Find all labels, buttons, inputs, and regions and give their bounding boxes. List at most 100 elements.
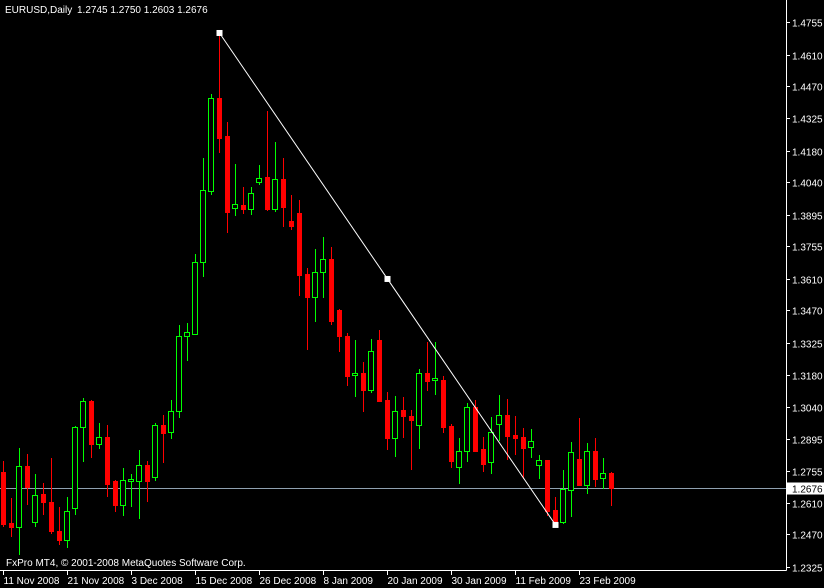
candle xyxy=(168,400,174,439)
time-tick-label: 21 Nov 2008 xyxy=(68,576,125,587)
candle xyxy=(392,396,398,457)
candle xyxy=(57,507,62,545)
candle-body xyxy=(105,437,110,485)
candle xyxy=(72,426,78,515)
candle xyxy=(305,268,310,350)
candle xyxy=(136,450,142,519)
candle xyxy=(449,424,454,468)
price-tick-label: 1.4325 xyxy=(792,115,823,126)
time-tick-label: 11 Nov 2008 xyxy=(4,576,60,587)
candle xyxy=(488,417,494,474)
candle-body xyxy=(536,460,542,466)
candle-body xyxy=(553,510,558,523)
candle-body xyxy=(208,98,214,192)
candle-body xyxy=(1,472,6,525)
candle xyxy=(329,247,334,325)
candle-body xyxy=(345,336,350,377)
candle xyxy=(25,454,30,505)
candle xyxy=(441,376,446,433)
candle xyxy=(297,200,302,296)
price-tick-label: 1.4755 xyxy=(792,19,823,30)
candle xyxy=(32,474,38,527)
price-tick-label: 1.2470 xyxy=(792,531,823,542)
candle-body xyxy=(409,416,414,421)
candle-body xyxy=(320,259,326,273)
candle xyxy=(217,33,222,153)
candle-body xyxy=(192,262,198,335)
candle-body xyxy=(297,213,302,276)
time-tick-label: 30 Jan 2009 xyxy=(452,576,507,587)
candle xyxy=(416,369,422,449)
candle-body xyxy=(64,511,70,541)
candle-body xyxy=(289,221,294,227)
candle xyxy=(9,498,14,537)
candle-body xyxy=(113,481,118,506)
time-tick-label: 23 Feb 2009 xyxy=(580,576,637,587)
trendline-end-handle xyxy=(552,521,559,528)
time-tick-label: 20 Jan 2009 xyxy=(388,576,443,587)
candle-body xyxy=(600,473,606,479)
trendline-end-handle xyxy=(216,29,223,36)
candle-body xyxy=(392,411,398,439)
candle-body xyxy=(120,480,126,506)
candle xyxy=(496,395,502,441)
candle-body xyxy=(32,495,38,523)
candle-body xyxy=(352,373,358,376)
candle-body xyxy=(136,465,142,482)
candle xyxy=(432,342,438,395)
candle xyxy=(481,437,486,472)
candle-body xyxy=(272,179,278,210)
price-tick-label: 1.4610 xyxy=(792,52,823,63)
candle-body xyxy=(241,205,246,210)
price-tick-label: 1.3610 xyxy=(792,276,823,287)
candle-body xyxy=(9,523,14,528)
time-tick-label: 8 Jan 2009 xyxy=(324,576,374,587)
candle-body xyxy=(25,466,30,488)
candle-body xyxy=(256,178,262,183)
candle xyxy=(536,455,542,479)
candle-body xyxy=(200,190,206,263)
candle-body xyxy=(568,452,574,491)
price-tick-label: 1.3755 xyxy=(792,243,823,254)
time-tick-label: 3 Dec 2008 xyxy=(132,576,184,587)
candle xyxy=(161,415,166,463)
candle xyxy=(345,333,350,386)
candle xyxy=(609,472,614,506)
candle-body xyxy=(449,426,454,462)
time-tick-label: 11 Feb 2009 xyxy=(516,576,572,587)
candle xyxy=(385,392,390,450)
candle-body xyxy=(513,435,518,439)
candle-body xyxy=(72,427,78,509)
candle xyxy=(208,94,214,195)
candle xyxy=(505,399,510,460)
candle xyxy=(545,460,550,516)
candle xyxy=(241,187,246,214)
candle xyxy=(289,195,294,230)
candle-body xyxy=(560,489,566,523)
candle-body xyxy=(152,425,158,478)
candle xyxy=(521,428,526,479)
candle xyxy=(553,497,558,524)
price-tick-label: 1.2325 xyxy=(792,564,823,575)
candle-body xyxy=(456,451,462,468)
candle xyxy=(600,458,606,489)
price-tick-label: 1.4470 xyxy=(792,83,823,94)
candle-body xyxy=(496,415,502,425)
candle-body xyxy=(161,425,166,434)
candle xyxy=(1,461,6,527)
candle-body xyxy=(232,204,238,209)
time-tick-label: 15 Dec 2008 xyxy=(196,576,253,587)
time-tick-label: 26 Dec 2008 xyxy=(260,576,317,587)
current-price-label-bg xyxy=(787,482,824,495)
candle-body xyxy=(57,531,62,541)
candle xyxy=(64,497,70,548)
candle-body xyxy=(281,179,286,208)
candle-body xyxy=(432,378,438,381)
candle-body xyxy=(545,460,550,512)
candle-body xyxy=(16,466,22,528)
candle xyxy=(377,330,382,402)
candle xyxy=(265,111,270,211)
candle-body xyxy=(217,98,222,139)
candle-body xyxy=(361,373,366,391)
